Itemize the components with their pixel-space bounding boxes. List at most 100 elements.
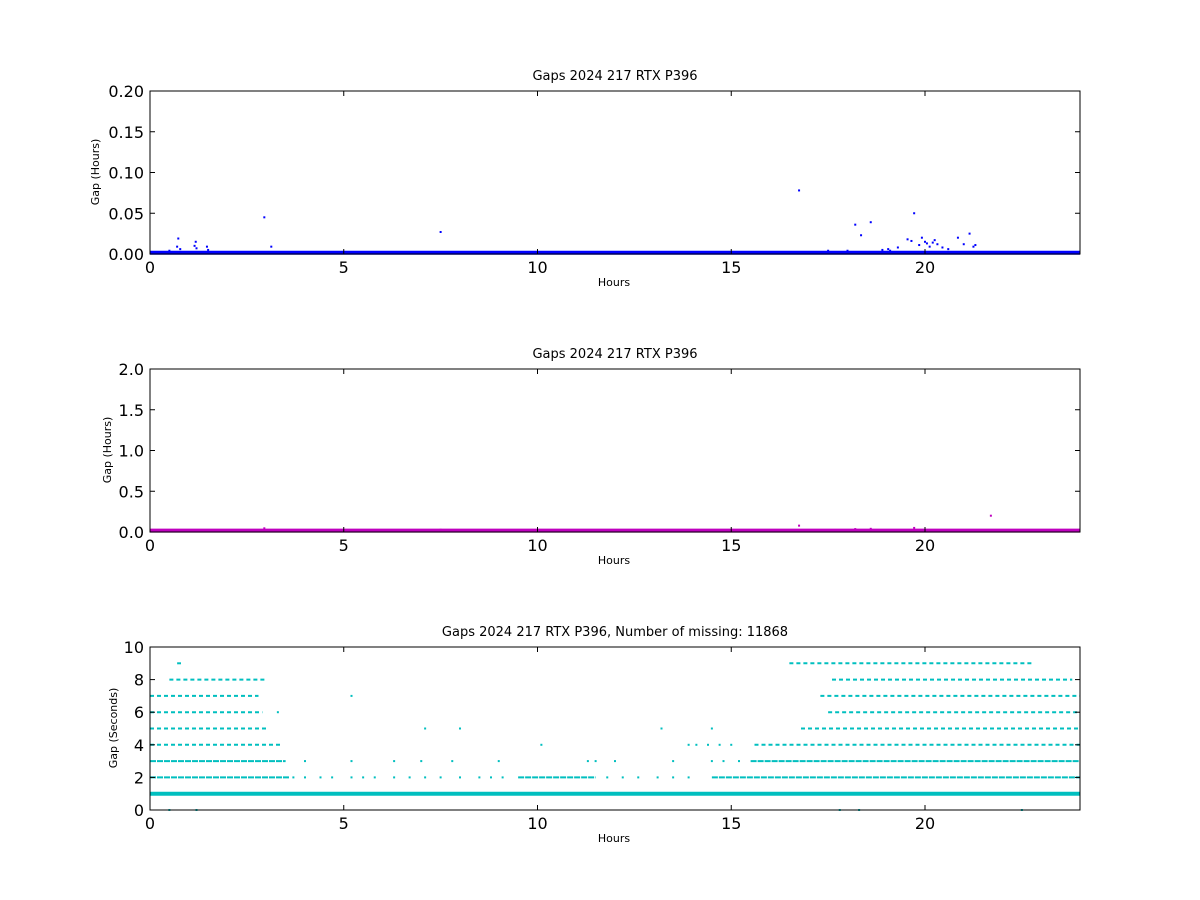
data-point — [270, 245, 273, 248]
y-tick-label: 1.5 — [119, 401, 144, 420]
data-point — [972, 245, 975, 248]
data-point — [887, 248, 890, 251]
x-tick-label: 10 — [527, 258, 547, 277]
panel-bottom: Gaps 2024 217 RTX P396, Number of missin… — [107, 625, 1081, 845]
data-point — [319, 776, 322, 779]
x-tick-label: 20 — [915, 536, 935, 555]
data-point — [614, 760, 616, 763]
data-point — [854, 223, 857, 226]
data-point — [304, 776, 306, 779]
data-point — [424, 776, 427, 779]
data-point — [451, 760, 454, 763]
data-point — [459, 776, 461, 779]
x-axis-label: Hours — [598, 554, 630, 567]
y-tick-label: 2.0 — [119, 360, 144, 379]
x-tick-label: 15 — [721, 814, 741, 833]
data-point — [906, 238, 909, 241]
data-point — [439, 230, 442, 233]
data-point — [193, 244, 196, 247]
y-tick-label: 0.20 — [108, 82, 144, 101]
panel-title: Gaps 2024 217 RTX P396 — [532, 69, 697, 84]
data-point — [207, 248, 210, 251]
data-point — [889, 249, 892, 252]
data-point — [304, 760, 306, 763]
x-tick-label: 20 — [915, 814, 935, 833]
data-point — [168, 249, 171, 252]
y-tick-label: 10 — [124, 638, 144, 657]
axis-ticks: 0 5 10 15 20 0.0 0.5 1.0 1.5 2.0 — [119, 360, 1080, 555]
data-point — [205, 245, 208, 248]
panel-top: Gaps 2024 217 RTX P396 0 5 10 15 200.000.050… — [89, 69, 1081, 289]
y-tick-label: 0 — [134, 801, 144, 820]
data-point — [408, 776, 411, 779]
x-tick-label: 5 — [339, 258, 349, 277]
data-point — [420, 760, 423, 763]
data-point — [860, 234, 863, 237]
y-tick-label: 1.0 — [119, 442, 144, 461]
x-tick-label: 0 — [145, 536, 155, 555]
data-point — [439, 528, 442, 531]
data-point — [722, 760, 725, 763]
y-tick-label: 8 — [134, 671, 144, 690]
panel-marks — [150, 662, 1080, 811]
x-tick-label: 10 — [527, 536, 547, 555]
y-axis-label: Gap (Seconds) — [107, 688, 120, 769]
y-tick-label: 6 — [134, 703, 144, 722]
data-point — [956, 236, 959, 239]
data-point — [497, 760, 500, 763]
data-point — [263, 216, 266, 219]
data-point — [276, 711, 279, 714]
data-point — [373, 776, 376, 779]
data-point — [913, 526, 916, 529]
data-point — [798, 524, 801, 527]
data-point — [350, 760, 353, 763]
data-point — [501, 776, 504, 779]
data-point — [896, 246, 899, 249]
panel-middle: Gaps 2024 217 RTX P396 0 5 10 15 20 0.0 0.5 1.0… — [101, 347, 1081, 567]
data-point — [798, 189, 801, 192]
data-point — [594, 760, 597, 763]
data-point — [695, 743, 698, 746]
data-point — [968, 232, 971, 235]
data-point — [687, 776, 690, 779]
y-axis-label: Gap (Hours) — [89, 139, 102, 206]
data-point — [730, 743, 733, 746]
data-point — [846, 249, 849, 252]
data-point — [931, 241, 934, 244]
data-point — [350, 776, 353, 779]
panel-title: Gaps 2024 217 RTX P396 — [532, 347, 697, 362]
data-point — [869, 221, 872, 224]
data-point — [672, 776, 675, 779]
data-point — [710, 760, 713, 763]
y-tick-label: 0.15 — [108, 123, 144, 142]
data-point — [918, 244, 921, 247]
y-tick-label: 0.00 — [108, 245, 144, 264]
data-point — [941, 246, 944, 249]
data-point — [910, 239, 913, 242]
data-point — [586, 760, 589, 763]
x-axis-label: Hours — [598, 276, 630, 289]
data-point — [936, 243, 939, 246]
data-point — [718, 743, 721, 746]
data-point — [827, 249, 830, 252]
data-point — [350, 694, 353, 697]
data-point — [292, 776, 295, 779]
data-point — [176, 245, 179, 248]
data-point — [424, 727, 427, 730]
data-point — [490, 776, 492, 779]
data-point — [459, 727, 461, 730]
x-axis-label: Hours — [598, 832, 630, 845]
plot-frame — [149, 646, 1081, 811]
data-point — [195, 247, 198, 250]
data-point — [621, 776, 624, 779]
data-point — [540, 743, 543, 746]
x-tick-label: 20 — [915, 258, 935, 277]
y-tick-label: 0.10 — [108, 164, 144, 183]
x-tick-label: 0 — [145, 814, 155, 833]
y-tick-label: 0.5 — [119, 482, 144, 501]
data-point — [331, 776, 334, 779]
data-point — [869, 527, 872, 530]
